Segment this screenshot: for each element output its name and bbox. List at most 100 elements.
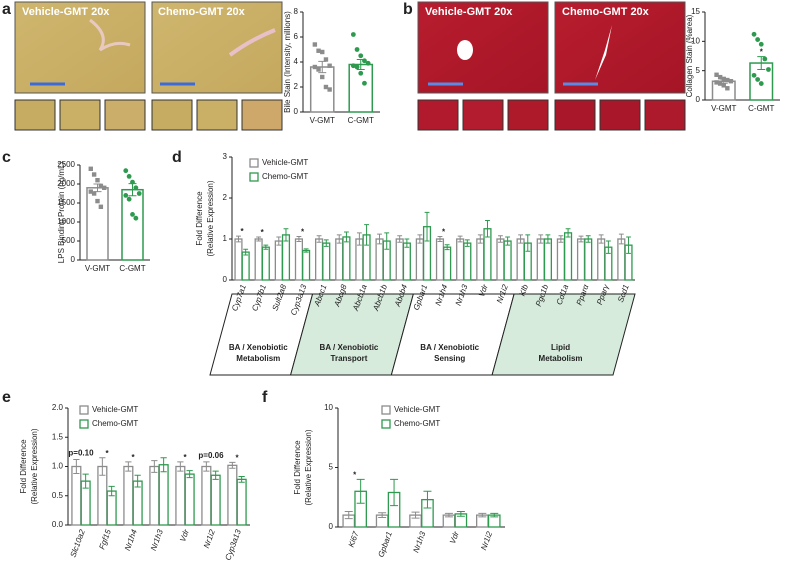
legend-swatch [79, 405, 89, 415]
legend-label: Vehicle-GMT [262, 158, 308, 167]
category-group-label: Transport [331, 354, 368, 363]
y-tick-label: 10 [324, 403, 333, 412]
significance-label: * [261, 228, 265, 237]
error-bar [423, 490, 432, 509]
error-bar [437, 236, 443, 242]
bar [335, 238, 344, 281]
y-axis-label: Fold Difference [19, 439, 28, 494]
data-point [312, 42, 318, 47]
data-point [725, 77, 730, 83]
bar [294, 238, 304, 281]
x-tick-label: Vdr [178, 528, 191, 543]
y-tick-label: 1.5 [52, 432, 64, 441]
error-bar [545, 234, 551, 244]
error-bar [457, 235, 463, 243]
data-point [91, 191, 97, 196]
panel-a-images [14, 1, 283, 131]
x-tick-label: Slc10a2 [69, 528, 88, 559]
bar [227, 464, 238, 526]
panel-letter: c [2, 149, 11, 166]
data-point [95, 178, 100, 183]
error-bar [243, 248, 249, 256]
data-point [320, 74, 325, 80]
y-tick-label: 1 [223, 234, 228, 243]
x-tick-label: Vdr [448, 530, 461, 545]
error-bar [256, 236, 262, 242]
y-tick-label: 0 [696, 95, 701, 104]
legend-label: Vehicle-GMT [394, 405, 440, 414]
legend-label: Chemo-GMT [394, 419, 440, 428]
y-axis-label: Collagen Stain (%area) [685, 14, 694, 97]
data-point [130, 212, 135, 217]
legend-swatch [381, 419, 391, 429]
x-tick-label: C-GMT [119, 264, 145, 273]
error-bar [238, 475, 245, 483]
error-bar [296, 236, 302, 242]
y-tick-label: 6 [294, 32, 299, 41]
category-group-label: Lipid [551, 343, 570, 352]
image-label: Chemo-GMT 20x [158, 6, 246, 18]
error-bar [498, 235, 503, 243]
data-point [714, 80, 719, 85]
thumbnail [644, 99, 686, 131]
y-tick-label: 0 [71, 255, 76, 264]
bar [71, 465, 82, 526]
error-bar [397, 235, 403, 243]
error-bar [444, 244, 450, 251]
thumbnail [241, 99, 283, 131]
data-point [323, 57, 329, 62]
y-axis-label: Fold Difference [195, 191, 204, 246]
x-tick-label: Ki67 [347, 530, 361, 549]
error-bar [316, 235, 322, 243]
category-group-label: Metabolism [539, 354, 583, 363]
y-tick-label: 0.5 [52, 491, 64, 500]
error-bar [518, 234, 523, 244]
image-label: Vehicle-GMT 20x [425, 6, 513, 18]
y-tick-label: 4 [294, 57, 299, 66]
data-point [316, 67, 321, 72]
error-bar [151, 460, 158, 473]
error-bar [263, 244, 269, 250]
x-tick-label: V-GMT [310, 116, 335, 125]
bar [210, 474, 221, 526]
panel-letter: b [403, 1, 413, 18]
thumbnail [599, 99, 641, 131]
error-bar [578, 235, 584, 243]
x-tick-label: Nr1h3 [411, 530, 427, 554]
error-bar [73, 458, 80, 475]
data-point [354, 47, 360, 52]
error-bar [160, 457, 167, 473]
panel-letter: f [262, 389, 268, 406]
x-tick-label: C-GMT [348, 116, 374, 125]
data-point [88, 189, 93, 194]
thumbnail [417, 99, 459, 131]
thumbnail [104, 99, 146, 131]
error-bar [505, 236, 511, 246]
data-point [126, 196, 132, 202]
significance-label: p=0.06 [198, 451, 224, 460]
x-tick-label: Klb [518, 283, 531, 297]
legend-swatch [79, 419, 89, 429]
data-point [721, 83, 726, 88]
y-tick-label: 2500 [57, 160, 75, 169]
x-tick-label: Fgf15 [97, 528, 113, 551]
y-tick-label: 3 [223, 152, 228, 161]
error-bar [456, 511, 465, 517]
error-bar [229, 461, 236, 469]
image-label: Vehicle-GMT 20x [22, 6, 110, 18]
bar [443, 246, 452, 281]
bar [86, 187, 109, 261]
data-point [327, 87, 332, 92]
data-point [721, 76, 726, 82]
data-point [755, 37, 761, 42]
error-bar [82, 473, 89, 489]
bar [496, 238, 505, 281]
bar [563, 232, 573, 281]
thumbnail [151, 99, 193, 131]
legend-swatch [249, 172, 259, 182]
significance-label: * [760, 48, 764, 57]
category-group-label: Sensing [434, 354, 465, 363]
error-bar [626, 236, 631, 254]
significance-label: p=0.10 [68, 449, 94, 458]
thumbnail [59, 99, 101, 131]
